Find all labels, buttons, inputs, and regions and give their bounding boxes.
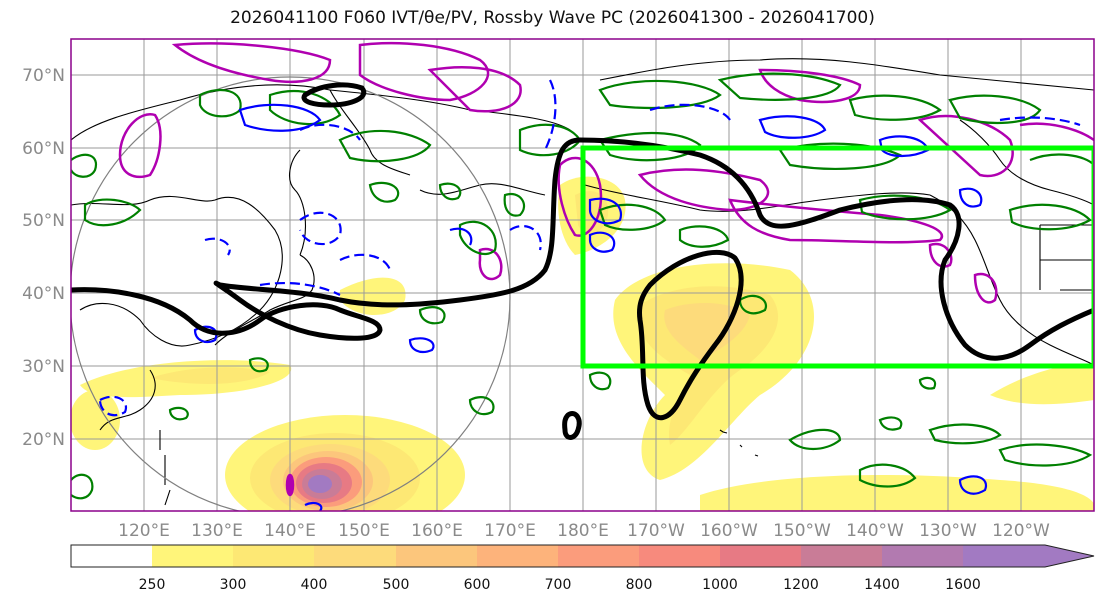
colorbar-segment-9 xyxy=(801,545,883,567)
lon-label-140e: 140°E xyxy=(264,521,316,541)
lon-label-170w: 170°W xyxy=(627,521,685,541)
colorbar-segment-10 xyxy=(882,545,964,567)
lon-label-130w: 130°W xyxy=(919,521,977,541)
latitude-labels: 70°N 60°N 50°N 40°N 30°N 20°N xyxy=(22,66,65,450)
lat-label-30: 30°N xyxy=(22,357,65,377)
colorbar-outline xyxy=(70,544,1095,568)
reference-circle xyxy=(71,76,511,511)
colorbar-segment-3 xyxy=(314,545,396,567)
rossby-wave-contours xyxy=(71,82,1094,440)
colorbar-segment-11-arrow xyxy=(963,545,1094,567)
colorbar-label-1400: 1400 xyxy=(864,577,900,593)
colorbar-segment-4 xyxy=(396,545,478,567)
lat-label-60: 60°N xyxy=(22,139,65,159)
theta-blue-contours xyxy=(98,79,1081,511)
colorbar-label-800: 800 xyxy=(626,577,653,593)
lon-label-130e: 130°E xyxy=(191,521,243,541)
colorbar-segment-1 xyxy=(152,545,234,567)
colorbar-segment-7 xyxy=(639,545,721,567)
colorbar-label-500: 500 xyxy=(383,577,410,593)
lat-label-20: 20°N xyxy=(22,430,65,450)
colorbar-label-250: 250 xyxy=(139,577,166,593)
map-frame xyxy=(70,38,1095,512)
lon-label-170e: 170°E xyxy=(484,521,536,541)
colorbar-segment-6 xyxy=(558,545,640,567)
colorbar: 250 300 400 500 600 700 800 1000 1200 14… xyxy=(70,544,1095,593)
lon-label-150e: 150°E xyxy=(338,521,390,541)
colorbar-label-600: 600 xyxy=(464,577,491,593)
colorbar-segment-0 xyxy=(71,545,153,567)
colorbar-segment-2 xyxy=(233,545,315,567)
colorbar-label-1600: 1600 xyxy=(945,577,981,593)
lat-label-50: 50°N xyxy=(22,211,65,231)
colorbar-label-1200: 1200 xyxy=(783,577,819,593)
lon-label-180: 180°E xyxy=(557,521,609,541)
colorbar-label-400: 400 xyxy=(301,577,328,593)
lon-label-150w: 150°W xyxy=(773,521,831,541)
lon-label-160e: 160°E xyxy=(411,521,463,541)
rossby-highlight-box xyxy=(580,145,1094,369)
lon-label-140w: 140°W xyxy=(846,521,904,541)
theta-green-contours xyxy=(71,72,1094,500)
colorbar-segment-8 xyxy=(720,545,802,567)
lat-label-40: 40°N xyxy=(22,284,65,304)
colorbar-label-300: 300 xyxy=(220,577,247,593)
colorbar-label-1000: 1000 xyxy=(702,577,738,593)
lon-label-120e: 120°E xyxy=(118,521,170,541)
ivt-fill-south-band xyxy=(700,475,1094,511)
map-title: 2026041100 F060 IVT/θe/PV, Rossby Wave P… xyxy=(230,8,875,28)
lon-label-120w: 120°W xyxy=(992,521,1050,541)
colorbar-label-700: 700 xyxy=(545,577,572,593)
colorbar-segment-5 xyxy=(477,545,559,567)
lat-label-70: 70°N xyxy=(22,66,65,86)
lon-label-160w: 160°W xyxy=(700,521,758,541)
longitude-labels: 120°E 130°E 140°E 150°E 160°E 170°E 180°… xyxy=(118,521,1050,541)
